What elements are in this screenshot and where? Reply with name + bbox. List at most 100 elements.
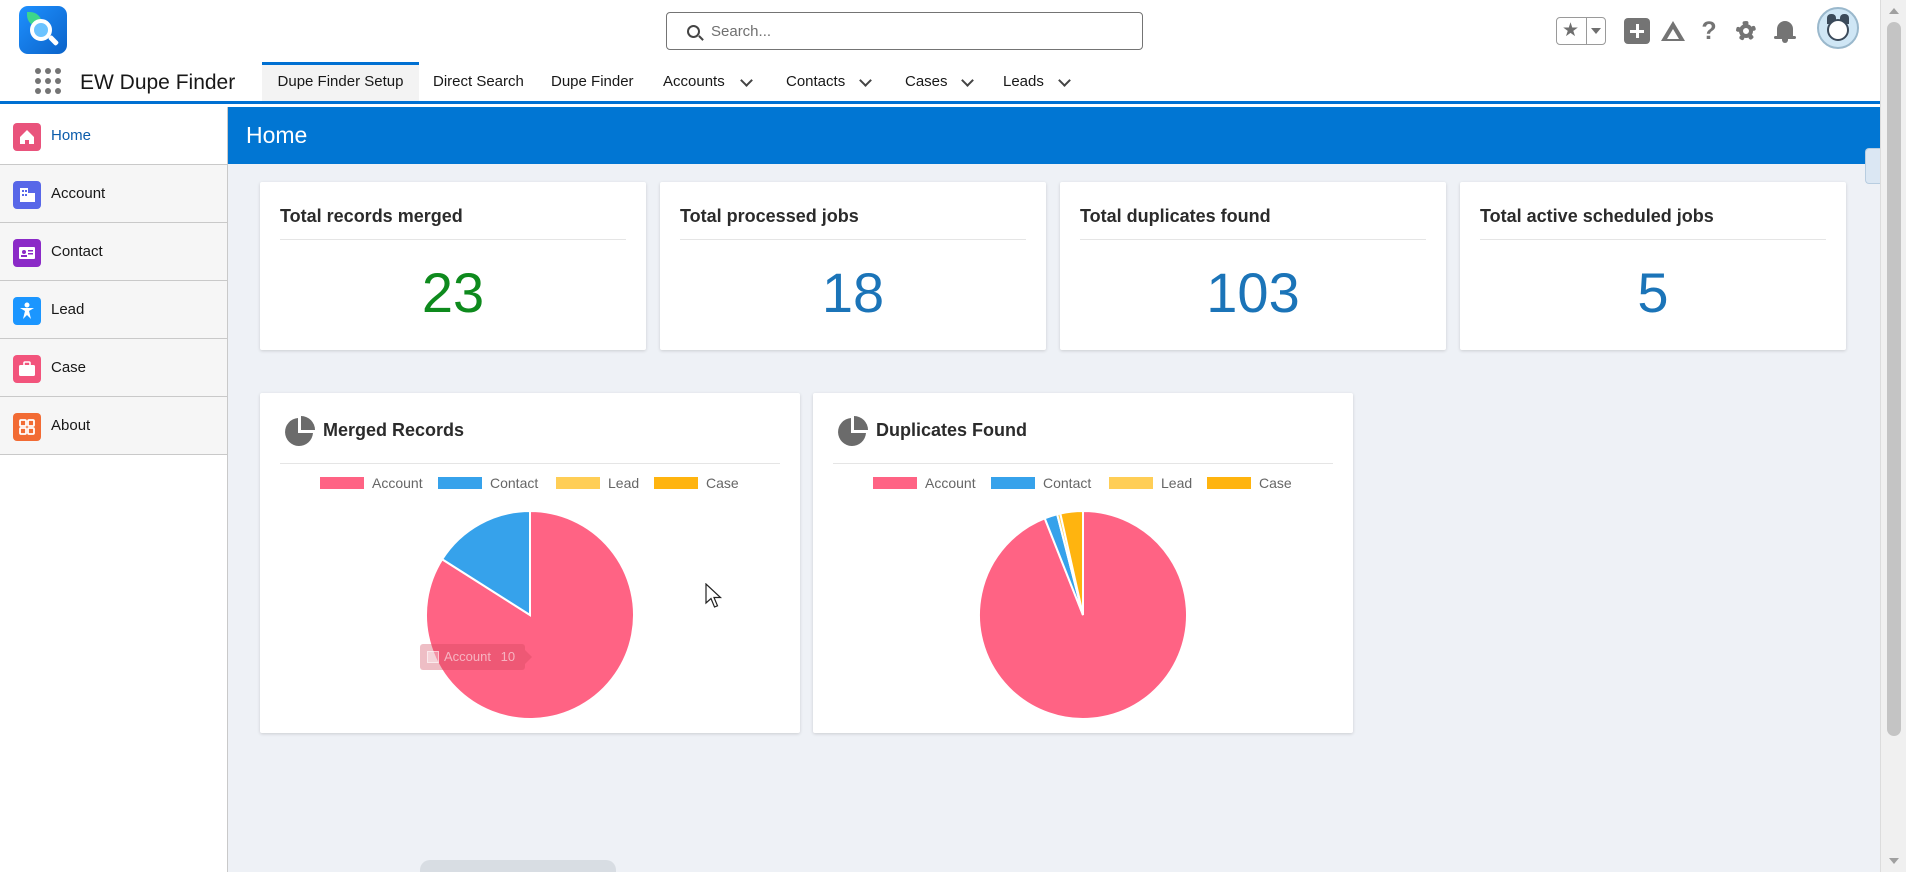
- stat-card-processed-jobs: Total processed jobs 18: [660, 182, 1046, 350]
- legend-label-account[interactable]: Account: [372, 475, 423, 491]
- chevron-down-icon[interactable]: [740, 74, 753, 87]
- sidebar-item-label: Home: [51, 127, 92, 144]
- legend-swatch-account[interactable]: [873, 477, 917, 489]
- stat-title: Total processed jobs: [680, 206, 859, 226]
- stat-card-duplicates-found: Total duplicates found 103: [1060, 182, 1446, 350]
- scrollbar-thumb[interactable]: [1887, 22, 1901, 736]
- sidebar-item-label: Lead: [51, 301, 85, 318]
- tab-label: Dupe Finder: [551, 73, 634, 90]
- global-header: ★ ?: [0, 0, 1880, 62]
- tab-label: Accounts: [663, 73, 725, 90]
- lead-icon: [13, 297, 41, 325]
- legend-label-lead[interactable]: Lead: [1161, 475, 1192, 491]
- sidebar-item-about[interactable]: About: [0, 397, 227, 455]
- stat-value: 103: [1206, 261, 1300, 324]
- mouse-cursor-icon: [705, 583, 723, 608]
- search-input[interactable]: [711, 20, 1121, 42]
- legend-swatch-contact[interactable]: [438, 477, 482, 489]
- gear-icon[interactable]: [1733, 18, 1759, 44]
- legend-label-account[interactable]: Account: [925, 475, 976, 491]
- tab-label: Contacts: [786, 73, 846, 90]
- help-icon[interactable]: ?: [1701, 17, 1717, 45]
- sidebar-item-label: Case: [51, 359, 87, 376]
- stat-card-records-merged: Total records merged 23: [260, 182, 646, 350]
- account-icon: [13, 181, 41, 209]
- star-icon[interactable]: ★: [1562, 20, 1580, 41]
- bell-icon[interactable]: [1772, 18, 1798, 44]
- sidebar-item-label: About: [51, 417, 91, 434]
- app-name: EW Dupe Finder: [80, 71, 236, 94]
- legend-label-contact[interactable]: Contact: [1043, 475, 1091, 491]
- favorites-dropdown-icon[interactable]: [1591, 28, 1601, 34]
- pie-slice-account[interactable]: [425, 509, 635, 720]
- chart-title: Merged Records: [323, 420, 465, 440]
- app-navigation-bar: EW Dupe Finder Dupe Finder Setup Direct …: [0, 62, 1880, 104]
- scroll-up-icon[interactable]: [1889, 8, 1899, 14]
- sidebar-item-lead[interactable]: Lead: [0, 281, 227, 339]
- sidebar-item-case[interactable]: Case: [0, 339, 227, 397]
- pie-chart-icon: [285, 416, 315, 446]
- main-content: Home Total records merged 23 Total proce…: [228, 107, 1880, 872]
- tab-contacts[interactable]: Contacts: [786, 62, 878, 101]
- pie-chart-icon: [838, 416, 868, 446]
- stat-card-active-scheduled-jobs: Total active scheduled jobs 5: [1460, 182, 1846, 350]
- sidebar-item-contact[interactable]: Contact: [0, 223, 227, 281]
- legend-swatch-case[interactable]: [1207, 477, 1251, 489]
- search-icon: [687, 25, 700, 38]
- chart-card-duplicates-found: Duplicates Found Account Contact Lead Case: [813, 393, 1353, 733]
- utility-bar-handle[interactable]: [420, 860, 616, 872]
- app-logo-icon[interactable]: [19, 6, 67, 54]
- legend-label-lead[interactable]: Lead: [608, 475, 639, 491]
- merged-records-pie-chart[interactable]: Account Contact Lead Case: [260, 471, 800, 733]
- tab-dupe-finder[interactable]: Dupe Finder: [551, 62, 634, 101]
- tab-direct-search[interactable]: Direct Search: [433, 62, 524, 101]
- page-header: Home: [228, 107, 1880, 164]
- chart-card-merged-records: Merged Records Account Contact Lead Case Ac…: [260, 393, 800, 733]
- tab-dupe-finder-setup[interactable]: Dupe Finder Setup: [262, 62, 419, 101]
- trailhead-icon[interactable]: [1660, 18, 1686, 44]
- page-title: Home: [246, 122, 308, 148]
- avatar[interactable]: [1817, 7, 1859, 49]
- utility-side-tab[interactable]: [1865, 148, 1880, 184]
- legend-swatch-contact[interactable]: [991, 477, 1035, 489]
- pie-slice-contact[interactable]: [440, 509, 531, 617]
- tooltip-label: Account: [444, 649, 491, 664]
- sidebar-item-label: Contact: [51, 243, 103, 260]
- app-launcher-icon[interactable]: [35, 68, 61, 94]
- pie-slice-case[interactable]: [1059, 509, 1084, 616]
- stat-title: Total active scheduled jobs: [1480, 206, 1714, 226]
- legend-label-contact[interactable]: Contact: [490, 475, 538, 491]
- legend-swatch-case[interactable]: [654, 477, 698, 489]
- vertical-scrollbar[interactable]: [1880, 0, 1906, 872]
- chart-title: Duplicates Found: [876, 420, 1028, 440]
- stat-value: 5: [1637, 261, 1669, 324]
- tooltip-value: 10: [500, 649, 516, 664]
- tab-cases[interactable]: Cases: [905, 62, 985, 101]
- about-icon: [13, 413, 41, 441]
- global-search-box[interactable]: [666, 12, 1143, 50]
- case-icon: [13, 355, 41, 383]
- legend-swatch-lead[interactable]: [1109, 477, 1153, 489]
- sidebar-item-account[interactable]: Account: [0, 165, 227, 223]
- global-actions-plus-icon[interactable]: [1624, 18, 1650, 44]
- chart-tooltip: Account 10: [420, 644, 533, 670]
- scroll-down-icon[interactable]: [1889, 858, 1899, 864]
- stat-value: 18: [821, 261, 885, 324]
- favorites-button-group[interactable]: ★: [1556, 17, 1606, 45]
- sidebar-item-home[interactable]: Home: [0, 107, 227, 165]
- chevron-down-icon[interactable]: [1058, 74, 1071, 87]
- tab-label: Cases: [905, 73, 948, 90]
- legend-swatch-lead[interactable]: [556, 477, 600, 489]
- stat-title: Total duplicates found: [1080, 206, 1271, 226]
- stat-value: 23: [421, 261, 485, 324]
- tab-leads[interactable]: Leads: [1003, 62, 1083, 101]
- tab-accounts[interactable]: Accounts: [663, 62, 759, 101]
- legend-swatch-account[interactable]: [320, 477, 364, 489]
- legend-label-case[interactable]: Case: [1259, 475, 1292, 491]
- home-icon: [13, 123, 41, 151]
- chevron-down-icon[interactable]: [961, 74, 974, 87]
- sidebar-item-label: Account: [51, 185, 106, 202]
- duplicates-found-pie-chart[interactable]: Account Contact Lead Case: [813, 471, 1353, 733]
- legend-label-case[interactable]: Case: [706, 475, 739, 491]
- chevron-down-icon[interactable]: [859, 74, 872, 87]
